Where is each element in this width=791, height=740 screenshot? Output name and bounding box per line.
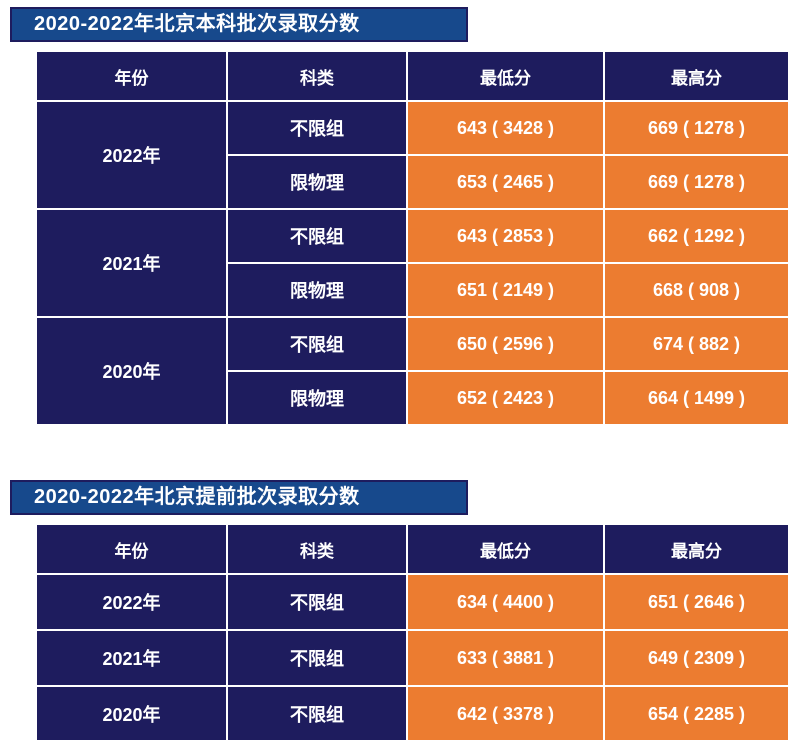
min-score-cell: 651 ( 2149 ) [406,262,605,318]
table-row: 限物理 651 ( 2149 ) 668 ( 908 ) [36,262,790,318]
category-cell: 不限组 [226,208,408,264]
max-score-cell: 669 ( 1278 ) [603,100,790,156]
tiqian-batch-title: 2020-2022年北京提前批次录取分数 [10,480,468,515]
column-header-max-score: 最高分 [603,50,790,102]
year-cell: 2021年 [35,208,228,318]
column-header-year: 年份 [35,50,228,102]
min-score-cell: 643 ( 2853 ) [406,208,605,264]
max-score-cell: 664 ( 1499 ) [603,370,790,426]
max-score-cell: 651 ( 2646 ) [603,573,790,631]
max-score-cell: 674 ( 882 ) [603,316,790,372]
category-cell: 限物理 [226,370,408,426]
score-tables-graphic: 2020-2022年北京本科批次录取分数 年份 科类 最低分 最高分 2022年… [0,7,791,740]
column-header-category: 科类 [226,523,408,575]
max-score-cell: 654 ( 2285 ) [603,685,790,740]
column-header-year: 年份 [35,523,228,575]
min-score-cell: 653 ( 2465 ) [406,154,605,210]
table-row: 2020年 不限组 650 ( 2596 ) 674 ( 882 ) [35,316,790,426]
table-row: 限物理 652 ( 2423 ) 664 ( 1499 ) [36,370,790,426]
header-row: 年份 科类 最低分 最高分 [35,523,790,575]
category-cell: 限物理 [226,154,408,210]
category-cell: 不限组 [226,629,408,687]
category-cell: 限物理 [226,262,408,318]
year-cell: 2020年 [35,316,228,426]
table-row: 2021年 不限组 643 ( 2853 ) 662 ( 1292 ) [35,208,790,318]
max-score-cell: 669 ( 1278 ) [603,154,790,210]
benke-score-table: 年份 科类 最低分 最高分 2022年 不限组 643 ( 3428 ) 669… [35,50,790,426]
table-row: 限物理 653 ( 2465 ) 669 ( 1278 ) [36,154,790,210]
min-score-cell: 634 ( 4400 ) [406,573,605,631]
table-row: 2022年 不限组 634 ( 4400 ) 651 ( 2646 ) [35,573,790,631]
column-header-min-score: 最低分 [406,523,605,575]
header-row: 年份 科类 最低分 最高分 [35,50,790,102]
year-cell: 2022年 [35,573,228,631]
min-score-cell: 633 ( 3881 ) [406,629,605,687]
min-score-cell: 652 ( 2423 ) [406,370,605,426]
column-header-category: 科类 [226,50,408,102]
category-cell: 不限组 [226,100,408,156]
max-score-cell: 668 ( 908 ) [603,262,790,318]
benke-batch-title: 2020-2022年北京本科批次录取分数 [10,7,468,42]
table-row: 2020年 不限组 642 ( 3378 ) 654 ( 2285 ) [35,685,790,740]
column-header-max-score: 最高分 [603,523,790,575]
category-cell: 不限组 [226,316,408,372]
category-cell: 不限组 [226,573,408,631]
table-row: 2022年 不限组 643 ( 3428 ) 669 ( 1278 ) [35,100,790,210]
year-cell: 2022年 [35,100,228,210]
max-score-cell: 649 ( 2309 ) [603,629,790,687]
category-cell: 不限组 [226,685,408,740]
year-cell: 2021年 [35,629,228,687]
year-cell: 2020年 [35,685,228,740]
min-score-cell: 650 ( 2596 ) [406,316,605,372]
min-score-cell: 643 ( 3428 ) [406,100,605,156]
table-row: 2021年 不限组 633 ( 3881 ) 649 ( 2309 ) [35,629,790,687]
max-score-cell: 662 ( 1292 ) [603,208,790,264]
column-header-min-score: 最低分 [406,50,605,102]
min-score-cell: 642 ( 3378 ) [406,685,605,740]
tiqian-score-table: 年份 科类 最低分 最高分 2022年 不限组 634 ( 4400 ) 651… [35,523,790,740]
